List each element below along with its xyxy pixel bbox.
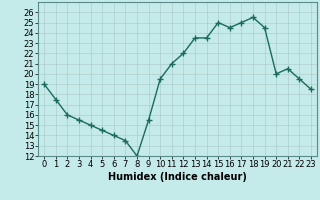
X-axis label: Humidex (Indice chaleur): Humidex (Indice chaleur) — [108, 172, 247, 182]
